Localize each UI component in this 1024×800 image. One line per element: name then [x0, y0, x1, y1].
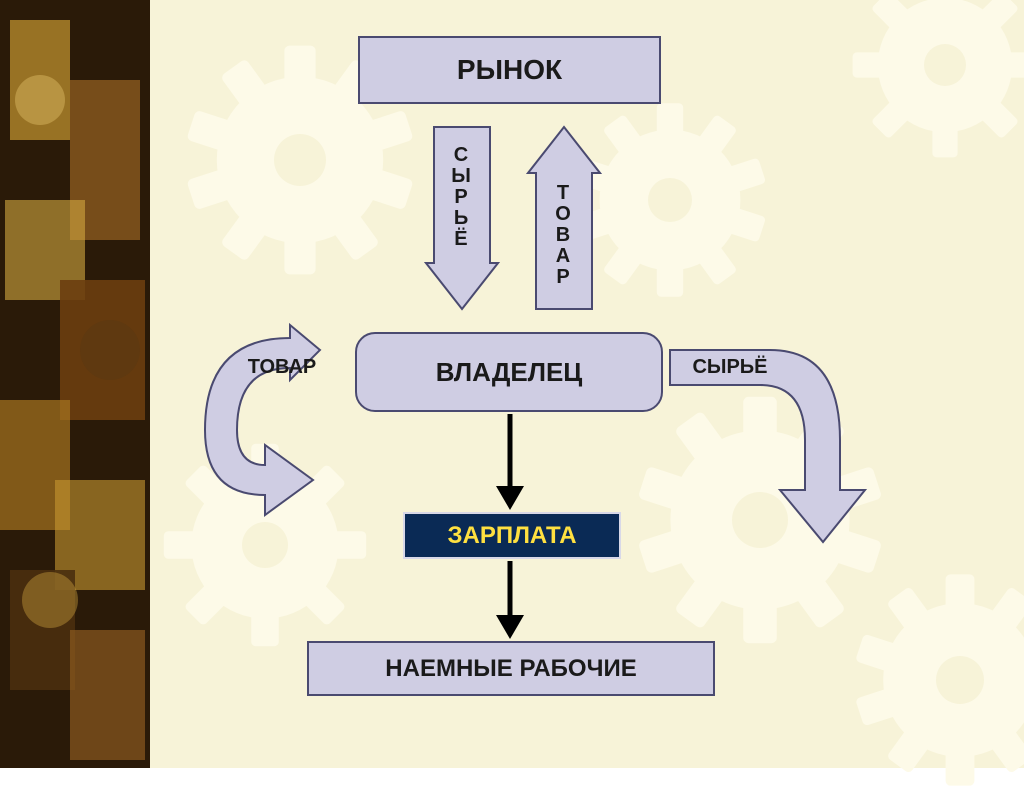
node-salary: ЗАРПЛАТА [403, 512, 621, 559]
node-owner: ВЛАДЕЛЕЦ [355, 332, 663, 412]
node-workers: НАЕМНЫЕ РАБОЧИЕ [307, 641, 715, 696]
arrow-goods-left [165, 320, 355, 520]
arrow-raw-right-label: СЫРЬЁ [675, 352, 785, 382]
arrow-raw-down-label: СЫРЬЁ [451, 145, 471, 250]
arrow-owner-salary [490, 414, 530, 512]
node-market-label: РЫНОК [457, 54, 562, 86]
node-workers-label: НАЕМНЫЕ РАБОЧИЕ [385, 655, 636, 683]
arrow-goods-left-label: ТОВАР [227, 352, 337, 382]
node-salary-label: ЗАРПЛАТА [447, 522, 576, 550]
arrow-raw-down-label-box: СЫРЬЁ [428, 132, 494, 262]
arrow-goods-up-label: ТОВАР [555, 183, 571, 288]
arrow-salary-workers [490, 561, 530, 641]
node-owner-label: ВЛАДЕЛЕЦ [436, 357, 583, 388]
node-market: РЫНОК [358, 36, 661, 104]
arrow-goods-up-label-box: ТОВАР [530, 170, 596, 300]
